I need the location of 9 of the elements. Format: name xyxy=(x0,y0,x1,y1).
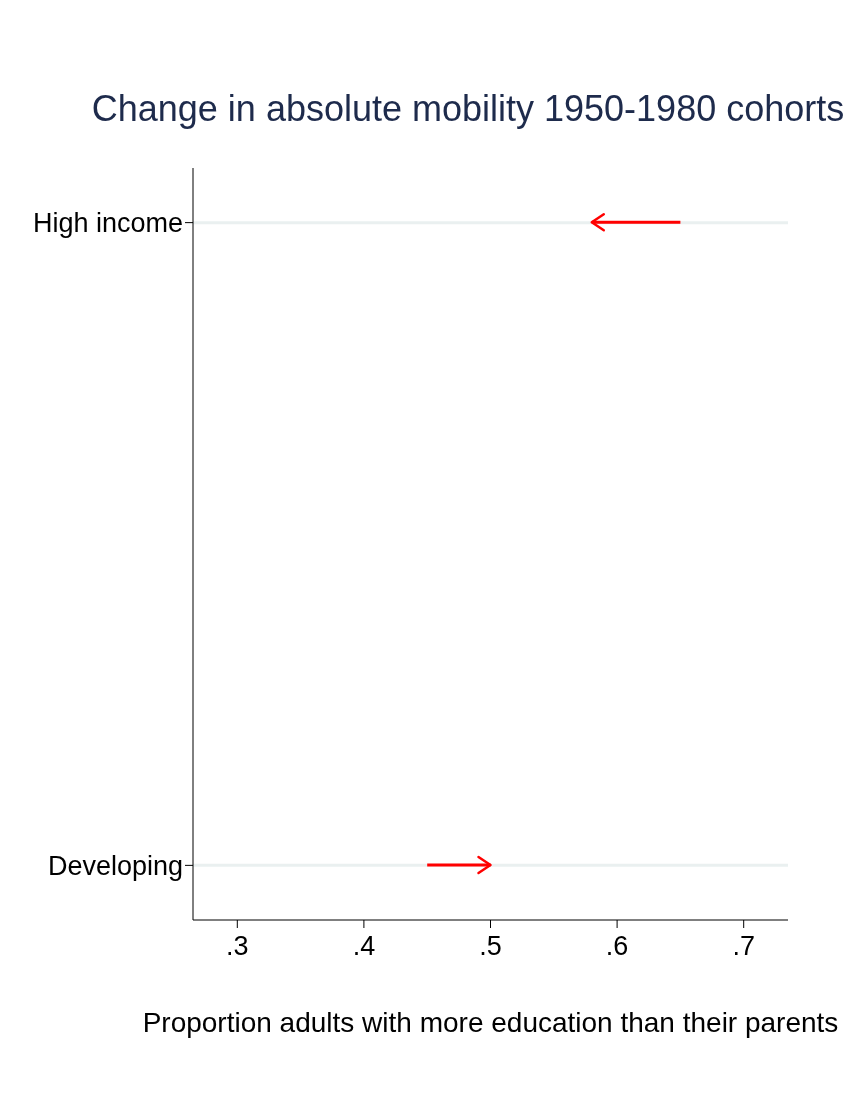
x-tick-label: .4 xyxy=(352,931,376,962)
y-tick-label: High income xyxy=(32,208,183,239)
y-tick-label: Developing xyxy=(47,850,183,881)
x-axis-title: Proportion adults with more education than their parents xyxy=(142,1007,839,1038)
x-tick-label: .3 xyxy=(226,931,249,962)
x-tick-label: .6 xyxy=(605,931,629,962)
x-tick-label: .7 xyxy=(732,931,755,962)
x-tick-label: .5 xyxy=(479,931,502,962)
text: Change in absolute mobility 1950-1980 cohorts xyxy=(91,88,845,130)
